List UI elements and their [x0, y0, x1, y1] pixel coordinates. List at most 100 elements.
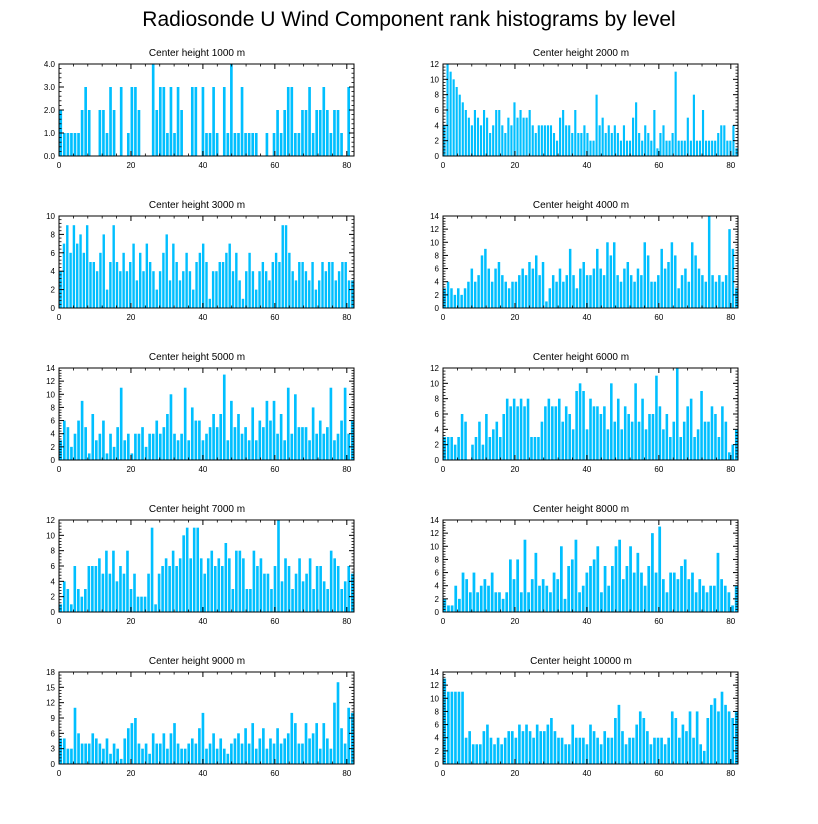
- histogram-bar: [142, 271, 145, 308]
- histogram-bar: [528, 110, 531, 156]
- histogram-bar: [190, 738, 194, 764]
- histogram-chart: 0 20 40 60 80 0 2 4 6 8 10: [46, 212, 355, 322]
- histogram-bar: [269, 738, 272, 764]
- y-tick-label: 4: [435, 734, 440, 743]
- x-tick-label: 20: [510, 313, 519, 322]
- histogram-bar: [284, 558, 287, 612]
- histogram-bar: [94, 738, 98, 764]
- histogram-bar: [692, 94, 695, 156]
- y-tick-label: 8: [51, 403, 56, 412]
- histogram-bar: [660, 248, 663, 308]
- histogram-panel: Center height 10000 m 0 20 40 60 80 0 2 4 6 8 10 12 1…: [406, 656, 756, 778]
- histogram-bar: [102, 234, 105, 308]
- histogram-bar: [731, 248, 735, 308]
- histogram-bar: [244, 427, 247, 460]
- histogram-bar: [311, 262, 314, 308]
- histogram-bar: [176, 743, 180, 764]
- histogram-bar: [336, 566, 340, 612]
- y-tick-label: 4: [51, 267, 56, 276]
- histogram-bar: [242, 558, 245, 612]
- histogram-bar: [331, 262, 334, 308]
- histogram-bar: [122, 252, 125, 308]
- histogram-bar: [498, 110, 501, 156]
- histogram-bar: [80, 110, 84, 156]
- histogram-bar: [665, 592, 669, 612]
- histogram-bar: [619, 281, 623, 308]
- histogram-bar: [731, 605, 734, 612]
- histogram-bar: [215, 133, 219, 156]
- histogram-bar: [574, 110, 577, 156]
- histogram-bar: [521, 731, 525, 764]
- histogram-bar: [255, 289, 258, 308]
- histogram-bar: [251, 723, 255, 764]
- histogram-bar: [238, 550, 242, 612]
- histogram-bar: [650, 281, 653, 308]
- histogram-bar: [538, 585, 541, 612]
- histogram-bar: [84, 427, 87, 460]
- histogram-chart: 0 20 40 60 80 0 2 4 6 8 10 12: [430, 364, 739, 474]
- histogram-bar: [109, 433, 112, 460]
- histogram-bar: [213, 566, 217, 612]
- histogram-bar: [728, 452, 731, 460]
- histogram-bar: [553, 731, 557, 764]
- histogram-bar: [102, 110, 105, 156]
- histogram-bar: [592, 559, 596, 612]
- histogram-bar: [498, 592, 501, 612]
- x-tick-label: 0: [441, 161, 446, 170]
- histogram-bar: [568, 414, 571, 460]
- histogram-bar: [105, 289, 109, 308]
- y-tick-label: 4.0: [44, 60, 56, 69]
- y-tick-label: 15: [46, 683, 55, 692]
- histogram-bar: [112, 550, 115, 612]
- histogram-bar: [87, 110, 91, 156]
- histogram-bar: [308, 738, 311, 764]
- histogram-bar: [656, 737, 660, 764]
- histogram-bar: [101, 573, 105, 612]
- histogram-bar: [340, 589, 344, 612]
- histogram-bar: [453, 444, 457, 460]
- x-tick-label: 60: [654, 161, 663, 170]
- histogram-bar: [321, 262, 324, 308]
- histogram-bar: [70, 748, 73, 764]
- histogram-bar: [670, 711, 674, 764]
- histogram-bar: [578, 737, 582, 764]
- histogram-bar: [248, 252, 251, 308]
- histogram-bar: [247, 743, 251, 764]
- x-tick-label: 20: [126, 465, 135, 474]
- histogram-bar: [655, 375, 658, 460]
- histogram-bar: [165, 234, 168, 308]
- histogram-bar: [717, 133, 720, 156]
- histogram-bar: [251, 271, 255, 308]
- histogram-bar: [79, 234, 82, 308]
- histogram-bar: [152, 271, 155, 308]
- histogram-bar: [642, 718, 646, 764]
- histogram-bar: [290, 712, 294, 764]
- histogram-bar: [671, 133, 674, 156]
- histogram-bar: [672, 572, 676, 612]
- histogram-bar: [458, 94, 461, 156]
- histogram-bar: [251, 133, 255, 156]
- histogram-bar: [625, 566, 629, 612]
- plot-frame: [442, 519, 739, 613]
- x-tick-label: 60: [270, 617, 279, 626]
- histogram-bar: [144, 446, 148, 460]
- histogram-bar: [201, 87, 205, 156]
- histogram-bar: [468, 592, 472, 612]
- histogram-bar: [286, 387, 290, 460]
- histogram-bar: [162, 87, 166, 156]
- histogram-bar: [244, 728, 247, 764]
- histogram-bar: [482, 731, 486, 764]
- histogram-bar: [126, 550, 129, 612]
- histogram-bar: [337, 271, 341, 308]
- histogram-bar: [471, 444, 474, 460]
- histogram-bar: [705, 592, 709, 612]
- histogram-bar: [579, 268, 582, 308]
- histogram-bar: [617, 704, 621, 764]
- histogram-bar: [182, 271, 185, 308]
- histogram-bar: [731, 718, 734, 764]
- histogram-bar: [347, 433, 350, 460]
- y-tick-label: 0: [51, 608, 56, 617]
- histogram-bar: [298, 558, 301, 612]
- histogram-bar: [523, 406, 526, 460]
- histogram-bar: [326, 589, 329, 612]
